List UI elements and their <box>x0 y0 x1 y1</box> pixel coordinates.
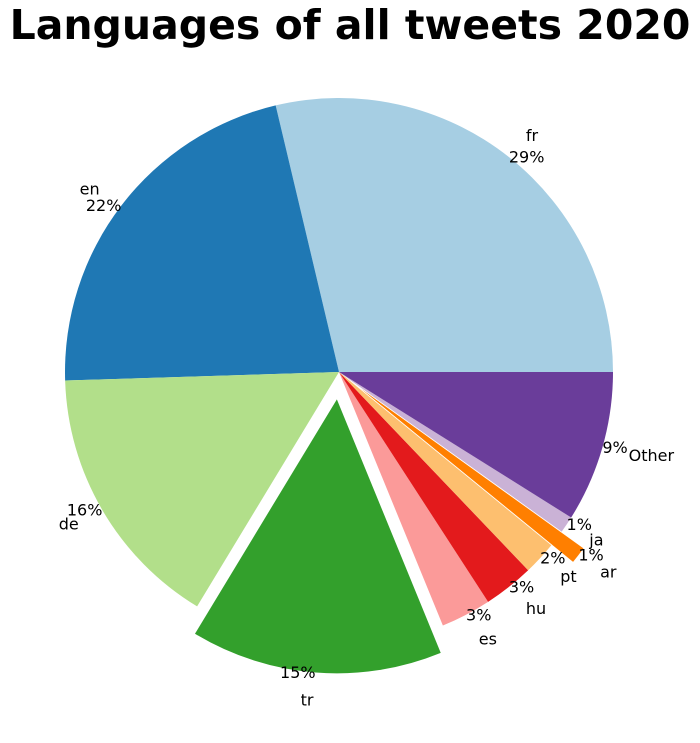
slice-label-de: de <box>59 515 79 534</box>
slice-percent-other: 9% <box>602 438 627 457</box>
slice-label-es: es <box>479 630 497 649</box>
pie-slice-hu <box>339 372 529 602</box>
slice-percent-de: 16% <box>67 501 103 520</box>
slice-label-other: Other <box>629 446 675 465</box>
slice-percent-es: 3% <box>466 605 491 624</box>
slice-label-hu: hu <box>526 599 546 618</box>
slice-label-fr: fr <box>526 126 539 145</box>
slice-label-ar: ar <box>600 562 617 581</box>
pie-slice-de <box>65 372 339 607</box>
pie-slice-en <box>64 105 339 381</box>
slice-percent-tr: 15% <box>280 663 316 682</box>
pie-slice-tr <box>194 399 441 674</box>
slice-percent-fr: 29% <box>509 148 545 167</box>
pie-slice-es <box>339 372 489 626</box>
pie-slice-ja <box>339 372 572 532</box>
slice-percent-hu: 3% <box>509 577 534 596</box>
slice-percent-ar: 1% <box>578 546 603 565</box>
slice-label-pt: pt <box>560 567 576 586</box>
pie-slice-other <box>339 372 613 518</box>
slice-percent-pt: 2% <box>540 549 565 568</box>
pie-slices <box>64 97 613 674</box>
chart-title: Languages of all tweets 2020 <box>9 1 691 49</box>
slice-label-ja: ja <box>588 530 603 549</box>
pie-slice-ar <box>360 388 584 562</box>
slice-label-tr: tr <box>301 690 314 709</box>
slice-percent-en: 22% <box>86 196 122 215</box>
pie-slice-fr <box>275 97 613 372</box>
slice-percent-ja: 1% <box>567 515 592 534</box>
slice-label-en: en <box>80 179 100 198</box>
pie-slice-pt <box>339 372 552 571</box>
